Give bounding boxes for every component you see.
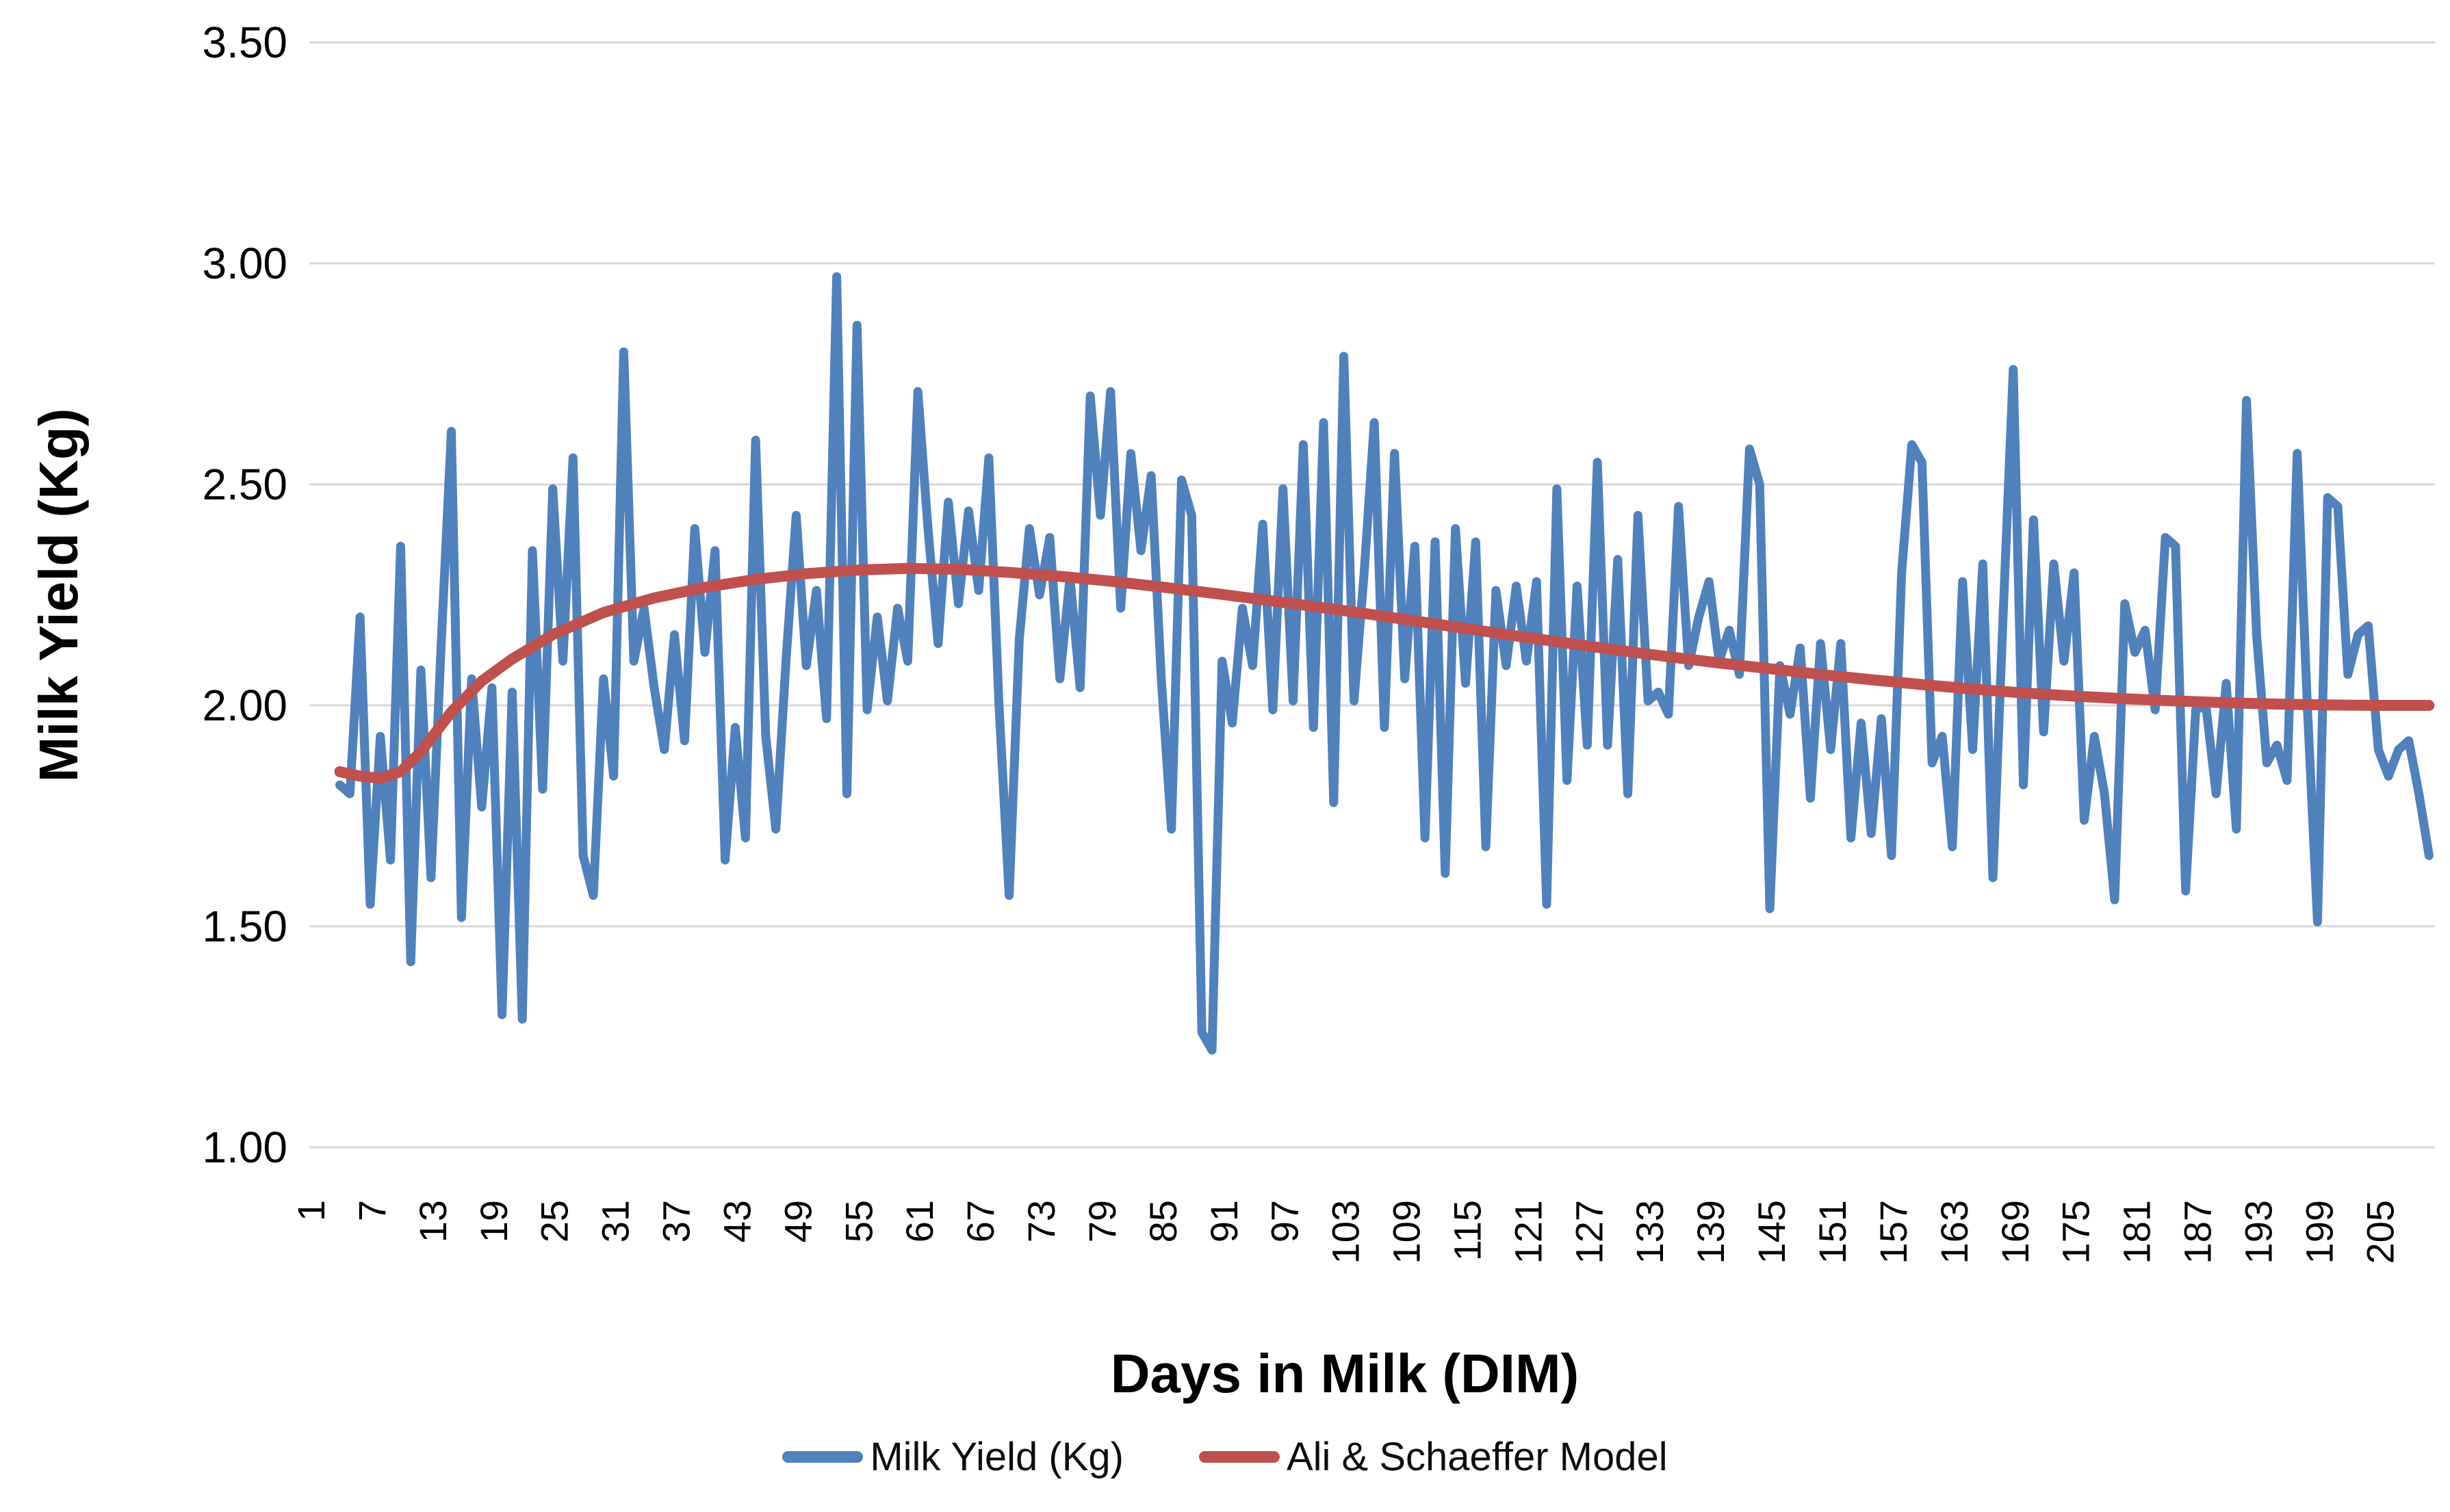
x-axis-tick-label: 73 — [1020, 1200, 1063, 1242]
x-axis-tick-label: 133 — [1628, 1200, 1671, 1264]
model-legend-label: Ali & Schaeffer Model — [1286, 1435, 1668, 1479]
x-axis-tick-label: 127 — [1567, 1200, 1610, 1264]
x-axis-tick-label: 85 — [1142, 1200, 1185, 1242]
x-axis-tick-label: 7 — [350, 1200, 394, 1221]
milk-yield-legend-label: Milk Yield (Kg) — [870, 1435, 1124, 1479]
y-axis-tick-label: 3.50 — [202, 18, 287, 67]
y-axis-tick-label: 3.00 — [202, 239, 287, 288]
y-axis-tick-label: 1.50 — [202, 902, 287, 951]
x-axis-tick-label: 193 — [2236, 1200, 2280, 1264]
x-axis-tick-label: 25 — [533, 1200, 576, 1242]
x-axis-tick-label: 163 — [1933, 1200, 1976, 1264]
x-axis-tick-label: 43 — [715, 1200, 758, 1242]
x-axis-tick-label: 97 — [1263, 1200, 1306, 1242]
model-series-line — [334, 562, 2435, 784]
y-axis-title: Milk Yield (Kg) — [28, 408, 89, 783]
x-axis-title: Days in Milk (DIM) — [1110, 1343, 1579, 1404]
x-axis-tick-label: 55 — [837, 1200, 880, 1242]
model-line-swatch — [1198, 1451, 1280, 1463]
x-axis-tick-label: 103 — [1324, 1200, 1367, 1264]
milk-yield-series-line — [335, 272, 2434, 1055]
x-axis-tick-label: 181 — [2115, 1200, 2158, 1264]
x-axis-tick-label: 19 — [472, 1200, 515, 1242]
x-axis-tick-label: 145 — [1750, 1200, 1793, 1264]
legend-item-model: Ali & Schaeffer Model — [1198, 1434, 1668, 1480]
x-axis-tick-label: 205 — [2358, 1200, 2401, 1264]
x-axis-tick-label: 91 — [1202, 1200, 1246, 1242]
x-axis-tick-label: 115 — [1445, 1200, 1488, 1261]
x-axis-tick-label: 37 — [655, 1200, 698, 1242]
x-axis-tick-label: 169 — [1994, 1200, 2037, 1264]
milk-yield-line-swatch — [782, 1451, 864, 1463]
legend-item-milk-yield: Milk Yield (Kg) — [782, 1434, 1124, 1480]
x-axis-tick-label: 199 — [2297, 1200, 2341, 1264]
y-axis-tick-label: 1.00 — [202, 1123, 287, 1172]
x-axis-tick-label: 157 — [1872, 1200, 1915, 1264]
y-axis-tick-label: 2.50 — [202, 460, 287, 509]
x-axis-tick-label: 31 — [594, 1200, 637, 1242]
x-axis-tick-label: 175 — [2054, 1200, 2098, 1264]
x-axis-tick-label: 1 — [289, 1200, 333, 1221]
x-axis-tick-label: 67 — [959, 1200, 1002, 1242]
y-axis-tick-label: 2.00 — [202, 681, 287, 730]
x-axis-tick-label: 61 — [898, 1200, 941, 1242]
x-axis-tick-label: 139 — [1689, 1200, 1732, 1264]
x-axis-tick-label: 109 — [1385, 1200, 1428, 1264]
x-axis-tick-label: 121 — [1506, 1200, 1549, 1264]
x-axis-tick-label: 13 — [411, 1200, 454, 1242]
x-axis-tick-label: 49 — [776, 1200, 819, 1242]
legend: Milk Yield (Kg) Ali & Schaeffer Model — [0, 1434, 2450, 1480]
x-axis-tick-label: 151 — [1811, 1200, 1854, 1264]
x-axis-tick-label: 79 — [1081, 1200, 1124, 1242]
x-axis-tick-label: 187 — [2176, 1200, 2219, 1264]
